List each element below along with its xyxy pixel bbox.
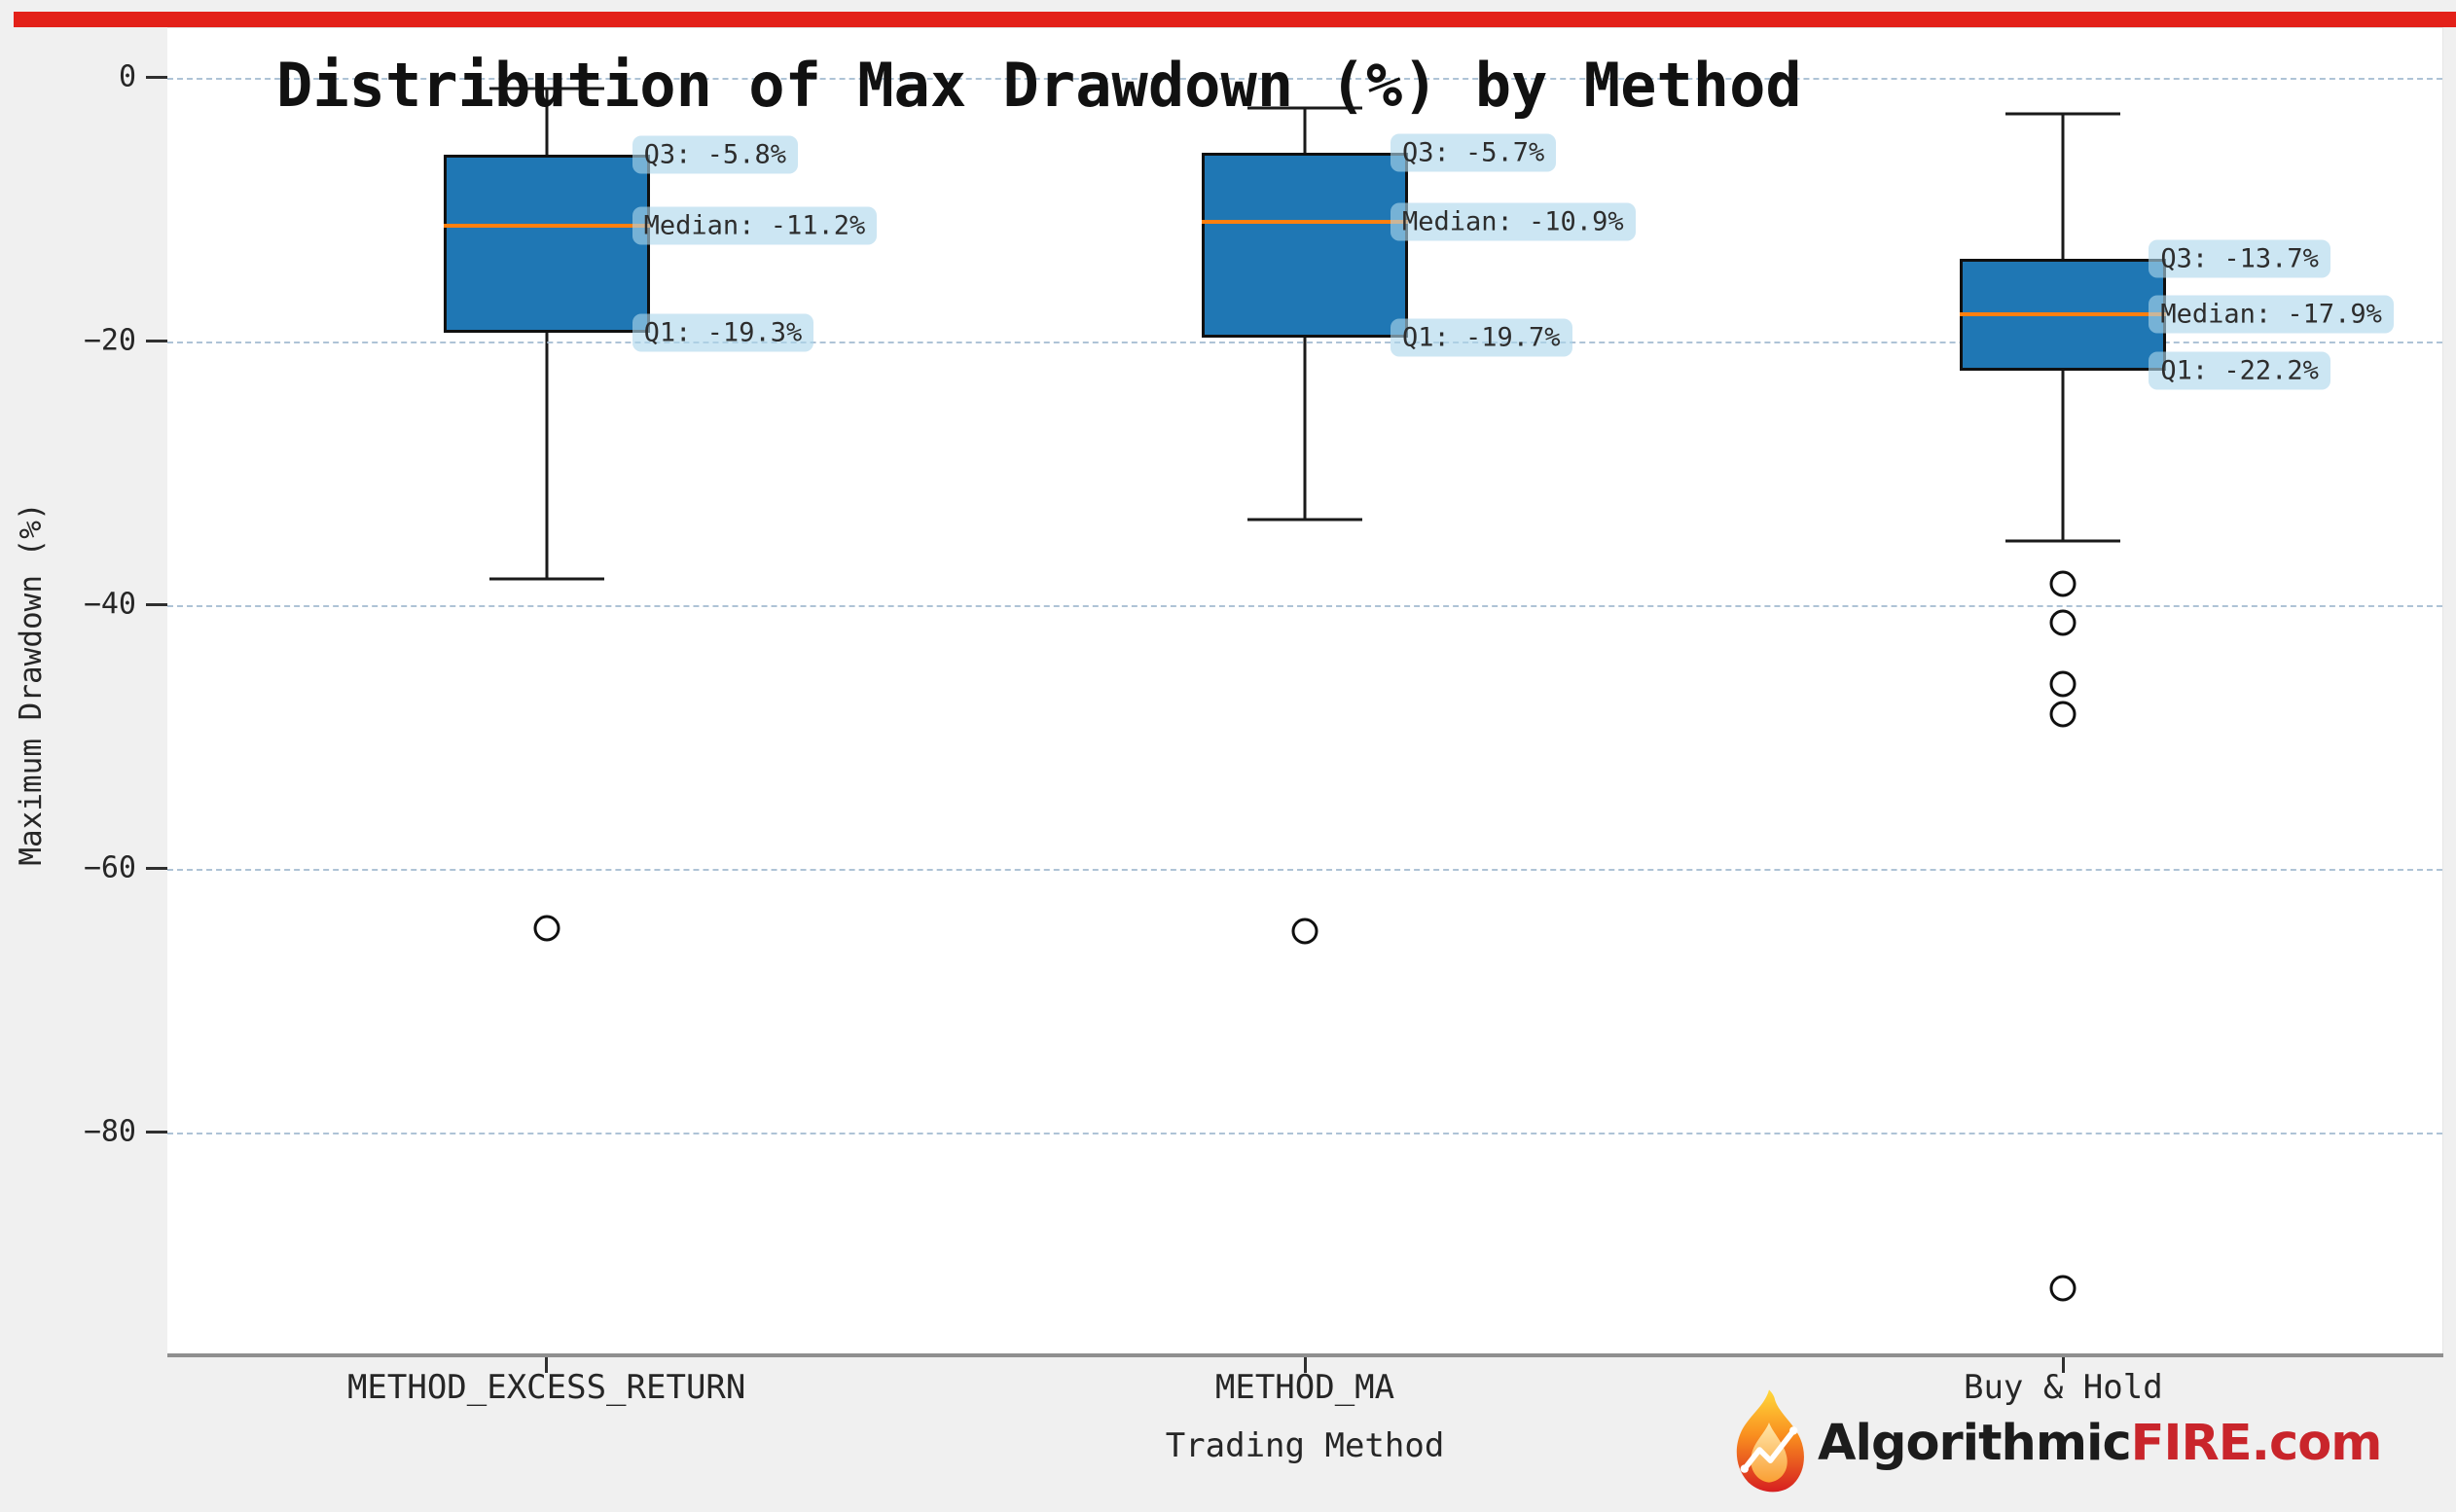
y-tick-label: −20 [83,323,136,358]
flame-icon [1736,1389,1804,1493]
whisker-cap-upper [1247,106,1362,110]
x-tick-label: METHOD_EXCESS_RETURN [346,1368,746,1407]
whisker-lower [2061,370,2065,541]
outlier-point [1291,918,1318,945]
top-accent-bar [14,12,2456,27]
q3-annotation: Q3: -13.7% [2149,239,2330,278]
outlier-point [2049,670,2077,698]
x-tick-mark [2061,1357,2065,1373]
q1-annotation: Q1: -19.3% [632,313,814,351]
brand-text-dark: Algorithmic [1818,1414,2132,1472]
whisker-upper [1303,108,1307,154]
brand-text: AlgorithmicFIRE.com [1818,1414,2383,1472]
x-tick-mark [1303,1357,1307,1373]
outlier-point [2049,701,2077,728]
chart-title: Distribution of Max Drawdown (%) by Meth… [276,50,1802,121]
q3-annotation: Q3: -5.7% [1391,133,1557,172]
whisker-lower [545,332,549,579]
whisker-cap-upper [488,87,604,90]
outlier-point [2049,570,2077,597]
y-tick-mark [146,603,167,606]
whisker-cap-lower [1247,518,1362,522]
boxplot-box [1202,153,1408,338]
q1-annotation: Q1: -22.2% [2149,351,2330,390]
median-annotation: Median: -11.2% [632,206,878,245]
x-tick-label: METHOD_MA [1214,1368,1395,1407]
x-axis-line [167,1353,2443,1357]
outlier-point [533,915,560,942]
watermark: AlgorithmicFIRE.com [1728,1386,2383,1500]
q3-annotation: Q3: -5.8% [632,135,798,174]
gridline-y-20 [167,342,2442,343]
y-tick-label: −80 [83,1114,136,1149]
whisker-cap-lower [2005,539,2121,543]
y-tick-mark [146,1131,167,1134]
plot-area: Distribution of Max Drawdown (%) by Meth… [167,27,2443,1356]
median-line [1960,311,2167,316]
gridline-y-60 [167,869,2442,871]
median-line [1202,219,1408,224]
y-tick-mark [146,76,167,79]
whisker-cap-lower [488,577,604,581]
whisker-cap-upper [2005,112,2121,116]
whisker-lower [1303,337,1307,520]
whisker-upper [2061,113,2065,259]
y-tick-label: −60 [83,850,136,885]
x-tick-mark [545,1357,549,1373]
brand-text-red: FIRE.com [2130,1414,2383,1472]
median-annotation: Median: -17.9% [2149,295,2394,334]
y-tick-label: −40 [83,587,136,622]
y-tick-mark [146,867,167,870]
gridline-y-40 [167,605,2442,607]
gridline-y-80 [167,1133,2442,1134]
x-tick-label: Buy & Hold [1963,1368,2163,1407]
median-annotation: Median: -10.9% [1391,202,1636,241]
outlier-point [2049,609,2077,636]
y-tick-mark [146,340,167,342]
whisker-upper [545,88,549,155]
y-tick-label: 0 [118,59,136,94]
gridline-y0 [167,78,2442,80]
boxplot-box [443,154,650,333]
x-axis-label: Trading Method [1165,1426,1445,1465]
q1-annotation: Q1: -19.7% [1391,318,1572,357]
outlier-point [2049,1275,2077,1302]
median-line [443,223,650,228]
